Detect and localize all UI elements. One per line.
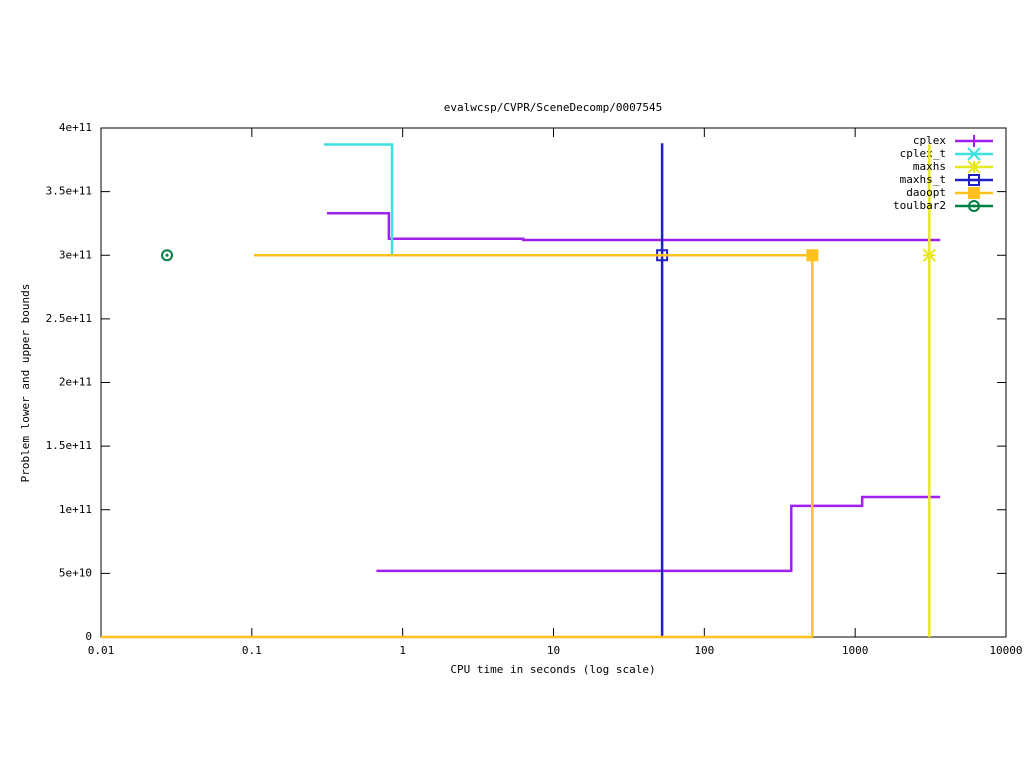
- x-tick-label: 0.01: [88, 644, 115, 657]
- y-tick-label: 0: [85, 630, 92, 643]
- series-line: [323, 143, 394, 256]
- x-axis-label: CPU time in seconds (log scale): [450, 663, 655, 676]
- y-tick-label: 3e+11: [59, 248, 92, 261]
- legend-label: cplex: [913, 134, 946, 147]
- legend-label: cplex_t: [900, 147, 946, 160]
- x-tick-label: 10: [547, 644, 560, 657]
- marker: [968, 187, 980, 199]
- y-tick-label: 2.5e+11: [46, 312, 92, 325]
- marker-shape: [968, 174, 980, 186]
- legend-label: toulbar2: [893, 199, 946, 212]
- series-line: [326, 212, 941, 242]
- x-tick-label: 100: [694, 644, 714, 657]
- marker-shape: [165, 253, 169, 257]
- x-tick-label: 0.1: [242, 644, 262, 657]
- chart-title: evalwcsp/CVPR/SceneDecomp/0007545: [444, 101, 663, 114]
- y-tick-label: 2e+11: [59, 376, 92, 389]
- y-tick-label: 1e+11: [59, 503, 92, 516]
- y-tick-label: 5e+10: [59, 566, 92, 579]
- x-tick-label: 10000: [989, 644, 1022, 657]
- marker: [968, 200, 980, 212]
- marker-stroke: [967, 160, 981, 174]
- legend-label: maxhs_t: [900, 173, 946, 186]
- x-tick-label: 1000: [842, 644, 869, 657]
- marker: [967, 147, 981, 161]
- marker-shape: [968, 187, 980, 199]
- marker-stroke: [922, 248, 936, 262]
- legend-label: maxhs: [913, 160, 946, 173]
- marker: [806, 249, 819, 262]
- y-tick-label: 3.5e+11: [46, 185, 92, 198]
- marker-shape: [972, 204, 976, 208]
- x-tick-label: 1: [399, 644, 406, 657]
- y-tick-label: 1.5e+11: [46, 439, 92, 452]
- y-tick-label: 4e+11: [59, 121, 92, 134]
- marker: [161, 249, 174, 262]
- series-line: [376, 495, 941, 573]
- marker-stroke: [967, 147, 981, 161]
- marker: [967, 160, 981, 174]
- y-axis-label: Problem lower and upper bounds: [19, 284, 32, 483]
- marker: [968, 174, 980, 186]
- marker: [922, 248, 936, 262]
- marker-shape: [161, 249, 174, 262]
- marker: [968, 135, 980, 147]
- legend-label: daoopt: [906, 186, 946, 199]
- marker-shape: [806, 249, 819, 262]
- marker-shape: [968, 200, 980, 212]
